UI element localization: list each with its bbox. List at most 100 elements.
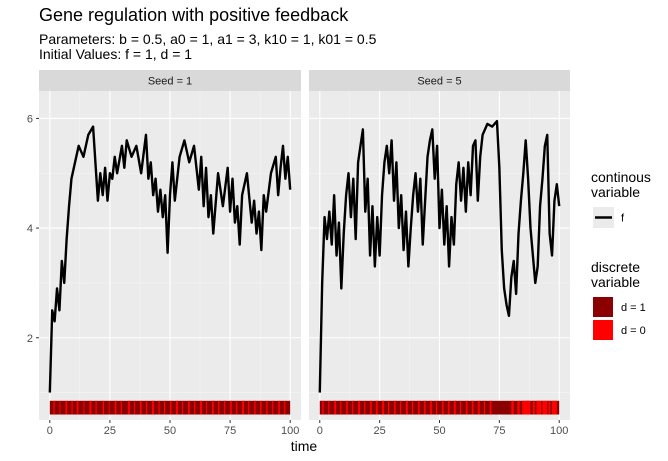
d-segment-off xyxy=(95,400,97,415)
d-segment-off xyxy=(370,400,372,415)
x-tick-label: 0 xyxy=(317,425,323,437)
d-segment-off xyxy=(388,400,390,415)
x-tick-label: 25 xyxy=(104,425,116,437)
d-segment-off xyxy=(405,400,408,415)
d-segment-off xyxy=(163,400,166,415)
f-line xyxy=(318,119,561,393)
chart-title: Gene regulation with positive feedback xyxy=(39,5,349,25)
legend-title-continuous-line2: variable xyxy=(591,184,640,200)
d-segment-off xyxy=(151,400,154,415)
d-segment-off xyxy=(254,400,256,415)
d-segment-off xyxy=(236,400,238,415)
d-segment-off xyxy=(465,400,468,415)
d-segment-off xyxy=(158,400,160,415)
x-axis-seed-1: 0 25 50 75 100 xyxy=(47,420,299,437)
d-segment-off xyxy=(59,400,61,415)
d-segment-off xyxy=(145,400,148,415)
d-segment-off xyxy=(133,400,135,415)
discrete-variable-bar xyxy=(49,400,291,415)
x-tick-label: 50 xyxy=(164,425,176,437)
facet-panel-seed-5: Seed = 5 xyxy=(309,70,570,420)
y-tick-label: 6 xyxy=(27,113,33,125)
facet-strip-seed-1 xyxy=(39,70,301,91)
d-segment-off xyxy=(489,400,492,415)
d-segment-off xyxy=(548,400,551,415)
d-segment-off xyxy=(114,400,117,415)
f-line-series xyxy=(318,119,561,393)
d-segment-off xyxy=(76,400,79,415)
f-line-series xyxy=(48,125,292,393)
d-segment-off xyxy=(417,400,420,415)
chart-subtitle-parameters: Parameters: b = 0.5, a0 = 1, a1 = 3, k10… xyxy=(39,31,377,47)
gridlines xyxy=(309,91,570,420)
d-segment-off xyxy=(224,400,226,415)
x-tick-label: 75 xyxy=(493,425,505,437)
x-tick-label: 100 xyxy=(550,425,568,437)
d-segment-off xyxy=(411,400,414,415)
d-segment-off xyxy=(139,400,142,415)
d-segment-off xyxy=(532,400,535,415)
d-segment-off xyxy=(242,400,245,415)
d-segment-off xyxy=(120,400,122,415)
d-segment-off xyxy=(65,400,68,415)
facet-strip-label-seed-1: Seed = 1 xyxy=(148,76,192,88)
d-segment-off xyxy=(364,400,366,415)
x-tick-label: 75 xyxy=(224,425,236,437)
d-segment-off xyxy=(328,400,330,415)
legend-title-discrete-line1: discrete xyxy=(591,259,640,275)
d-segment-off xyxy=(429,400,432,415)
d-segment-off xyxy=(334,400,337,415)
d-segment-off xyxy=(394,400,396,415)
discrete-variable-bar xyxy=(319,400,560,415)
legend-key-d-1 xyxy=(593,297,613,317)
d-segment-off xyxy=(352,400,354,415)
d-segment-off xyxy=(376,400,378,415)
legend-title-continuous-line1: continous xyxy=(591,169,651,185)
d-segment-off xyxy=(182,400,183,415)
d-segment-off xyxy=(459,400,462,415)
x-tick-label: 100 xyxy=(281,425,299,437)
d-segment-on xyxy=(319,400,560,415)
d-segment-off xyxy=(358,400,361,415)
d-segment-off xyxy=(453,400,456,415)
x-axis-title: time xyxy=(291,438,318,454)
d-segment-off xyxy=(346,400,348,415)
x-tick-label: 0 xyxy=(47,425,53,437)
y-axis: 2 4 6 xyxy=(27,113,39,345)
d-segment-off xyxy=(127,400,130,415)
legend: continous variable f discrete variable d… xyxy=(591,169,651,340)
d-segment-off xyxy=(522,400,531,415)
d-segment-off xyxy=(284,400,286,415)
legend-label-f: f xyxy=(621,213,625,225)
d-segment-off xyxy=(200,400,202,415)
d-segment-off xyxy=(423,400,426,415)
d-segment-off xyxy=(511,400,514,415)
d-segment-off xyxy=(477,400,480,415)
d-segment-off xyxy=(212,400,214,415)
x-axis-seed-5: 0 25 50 75 100 xyxy=(317,420,568,437)
x-tick-label: 25 xyxy=(374,425,386,437)
d-segment-off xyxy=(552,400,557,415)
d-segment-off xyxy=(176,400,178,415)
d-segment-off xyxy=(435,400,438,415)
facet-strip-seed-5 xyxy=(309,70,570,91)
d-segment-off xyxy=(447,400,450,415)
d-segment-off xyxy=(260,400,262,415)
d-segment-off xyxy=(441,400,444,415)
d-segment-off xyxy=(340,400,342,415)
d-segment-off xyxy=(206,400,208,415)
d-segment-off xyxy=(218,400,220,415)
y-tick-label: 2 xyxy=(27,333,33,345)
d-segment-off xyxy=(278,400,280,415)
d-segment-off xyxy=(382,400,384,415)
legend-label-d-0: d = 0 xyxy=(621,325,646,337)
legend-title-discrete-line2: variable xyxy=(591,274,640,290)
d-segment-off xyxy=(266,400,268,415)
d-segment-off xyxy=(542,400,548,415)
d-segment-off xyxy=(248,400,250,415)
d-segment-off xyxy=(170,400,172,415)
x-tick-label: 50 xyxy=(433,425,445,437)
legend-key-d-0 xyxy=(593,320,613,340)
d-segment-off xyxy=(89,400,92,415)
